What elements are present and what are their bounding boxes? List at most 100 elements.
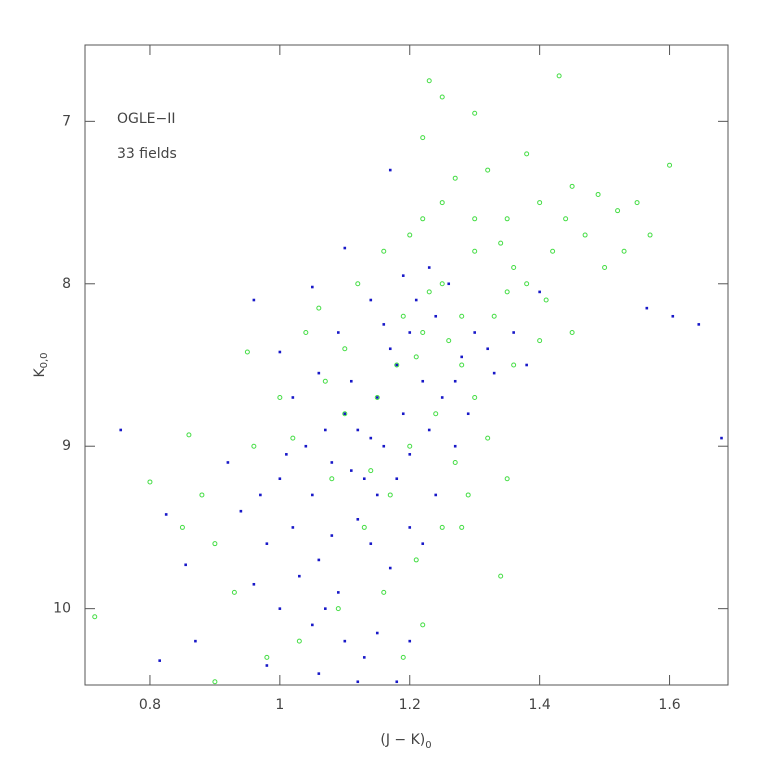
data-point [720,436,723,440]
data-point [179,524,185,530]
data-point [452,175,458,181]
data-point [563,216,569,222]
data-point [440,396,444,399]
data-point [421,379,425,383]
data-point [337,331,340,334]
data-point [407,232,413,238]
data-point [472,394,478,400]
data-point [291,526,295,529]
data-point [504,289,510,295]
data-point [324,607,327,610]
data-point [362,477,366,481]
data-point [375,493,379,497]
data-point [382,444,386,448]
data-point [511,362,517,368]
data-point [511,265,517,271]
data-point [671,314,675,318]
data-point [543,297,549,303]
data-point [498,573,504,579]
data-point [251,443,257,449]
data-point [311,285,314,289]
data-point [421,542,425,545]
y-axis-label-main: K [32,368,48,378]
data-point [465,492,471,498]
data-point [330,461,334,464]
data-point [356,518,360,521]
data-point [401,274,405,277]
data-point [569,183,575,189]
data-point [388,566,392,570]
data-point [439,281,445,287]
data-point [368,468,374,474]
data-point [382,323,386,326]
y-tick-label: 7 [62,113,71,129]
data-point [582,232,588,238]
data-point [446,338,452,344]
data-point [667,162,673,168]
data-point [524,151,530,157]
y-tick-label: 8 [62,276,71,292]
data-point [304,444,308,448]
data-point [291,396,295,399]
data-point [369,436,373,440]
data-point [164,513,168,516]
data-point [426,78,432,84]
data-point [212,679,218,685]
x-tick-label: 0.8 [139,697,161,713]
data-point [420,216,426,222]
data-point [537,338,543,344]
data-point [485,167,491,173]
data-point [537,200,543,206]
data-point [569,330,575,336]
data-point [472,248,478,254]
data-point [265,664,269,667]
data-point [504,476,510,482]
x-axis-label-sub: 0 [425,740,431,751]
data-point [322,378,328,384]
data-point [311,493,314,497]
data-point [602,265,608,271]
x-tick-label: 1.6 [658,697,680,713]
data-point [244,349,250,355]
data-point [278,477,282,481]
data-point [374,394,380,400]
data-point [408,453,412,456]
data-point [401,412,405,416]
data-point [388,347,392,351]
data-point [512,331,515,334]
data-point [492,371,496,375]
data-point [303,330,309,336]
data-point [420,135,426,141]
data-point [447,282,451,286]
data-point [387,492,393,498]
data-point [394,362,400,368]
data-point [349,469,353,472]
data-point [498,240,504,246]
data-point [434,314,438,318]
data-point [408,639,412,643]
data-point [486,347,489,351]
data-point [375,631,379,635]
data-point [400,313,406,319]
y-tick-label: 9 [62,438,71,454]
data-point [395,680,399,684]
data-point [278,607,282,610]
y-tick-label: 10 [53,601,71,617]
data-point [473,331,476,334]
data-point [697,323,701,326]
x-tick-label: 1 [275,697,284,713]
data-point [550,248,556,254]
data-point [317,672,321,675]
data-point [252,298,256,302]
data-point [491,313,497,319]
data-point [265,542,269,545]
data-point [413,557,419,563]
y-axis-label: K0,0 [32,352,50,377]
data-point [427,428,431,432]
annotation: 33 fields [117,146,177,162]
data-point [324,428,327,432]
data-point [407,443,413,449]
data-point [388,168,392,172]
data-point [426,289,432,295]
